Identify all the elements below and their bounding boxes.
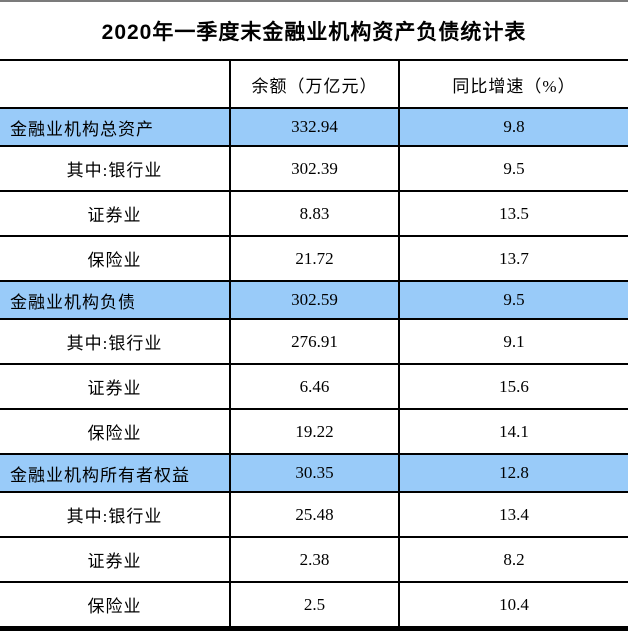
balance-cell: 30.35 bbox=[229, 453, 400, 493]
row-label-cell: 其中:银行业 bbox=[0, 491, 231, 538]
balance-cell: 19.22 bbox=[229, 408, 400, 455]
table-row: 保险业 2.5 10.4 bbox=[0, 581, 628, 626]
growth-cell: 14.1 bbox=[398, 408, 628, 455]
balance-cell: 6.46 bbox=[229, 363, 400, 410]
balance-cell: 332.94 bbox=[229, 107, 400, 147]
growth-cell: 15.6 bbox=[398, 363, 628, 410]
balance-cell: 276.91 bbox=[229, 318, 400, 365]
growth-cell: 9.1 bbox=[398, 318, 628, 365]
table-row: 其中:银行业 302.39 9.5 bbox=[0, 145, 628, 192]
balance-cell: 2.5 bbox=[229, 581, 400, 626]
growth-cell: 9.5 bbox=[398, 280, 628, 320]
row-label-cell: 保险业 bbox=[0, 408, 231, 455]
row-label-cell: 证券业 bbox=[0, 190, 231, 237]
growth-cell: 8.2 bbox=[398, 536, 628, 583]
growth-cell: 13.7 bbox=[398, 235, 628, 282]
table-row: 金融业机构所有者权益 30.35 12.8 bbox=[0, 453, 628, 493]
column-header-item bbox=[0, 59, 231, 109]
growth-cell: 10.4 bbox=[398, 581, 628, 626]
top-border-line bbox=[0, 0, 628, 2]
row-label-cell: 证券业 bbox=[0, 536, 231, 583]
table-row: 保险业 21.72 13.7 bbox=[0, 235, 628, 282]
growth-cell: 12.8 bbox=[398, 453, 628, 493]
row-label-cell: 金融业机构所有者权益 bbox=[0, 453, 231, 493]
table-row: 其中:银行业 25.48 13.4 bbox=[0, 491, 628, 538]
balance-cell: 302.39 bbox=[229, 145, 400, 192]
row-label-cell: 金融业机构总资产 bbox=[0, 107, 231, 147]
table-row: 证券业 6.46 15.6 bbox=[0, 363, 628, 410]
growth-cell: 13.5 bbox=[398, 190, 628, 237]
row-label-cell: 金融业机构负债 bbox=[0, 280, 231, 320]
growth-cell: 9.5 bbox=[398, 145, 628, 192]
row-label-cell: 保险业 bbox=[0, 235, 231, 282]
balance-cell: 8.83 bbox=[229, 190, 400, 237]
growth-cell: 9.8 bbox=[398, 107, 628, 147]
table-row: 金融业机构总资产 332.94 9.8 bbox=[0, 107, 628, 147]
table-row: 证券业 2.38 8.2 bbox=[0, 536, 628, 583]
statistics-table: 余额（万亿元） 同比增速（%） 金融业机构总资产 332.94 9.8 其中:银行业 3… bbox=[0, 59, 628, 626]
row-label-cell: 其中:银行业 bbox=[0, 318, 231, 365]
balance-cell: 2.38 bbox=[229, 536, 400, 583]
table-row: 金融业机构负债 302.59 9.5 bbox=[0, 280, 628, 320]
column-header-growth: 同比增速（%） bbox=[398, 59, 628, 109]
balance-cell: 25.48 bbox=[229, 491, 400, 538]
row-label-cell: 其中:银行业 bbox=[0, 145, 231, 192]
balance-cell: 21.72 bbox=[229, 235, 400, 282]
bottom-border-line bbox=[0, 626, 628, 631]
row-label-cell: 证券业 bbox=[0, 363, 231, 410]
page-title: 2020年一季度末金融业机构资产负债统计表 bbox=[101, 20, 527, 44]
table-header-row: 余额（万亿元） 同比增速（%） bbox=[0, 59, 628, 109]
row-label-cell: 保险业 bbox=[0, 581, 231, 626]
growth-cell: 13.4 bbox=[398, 491, 628, 538]
balance-cell: 302.59 bbox=[229, 280, 400, 320]
table-row: 其中:银行业 276.91 9.1 bbox=[0, 318, 628, 365]
table-row: 保险业 19.22 14.1 bbox=[0, 408, 628, 455]
column-header-balance: 余额（万亿元） bbox=[229, 59, 400, 109]
table-row: 证券业 8.83 13.5 bbox=[0, 190, 628, 237]
